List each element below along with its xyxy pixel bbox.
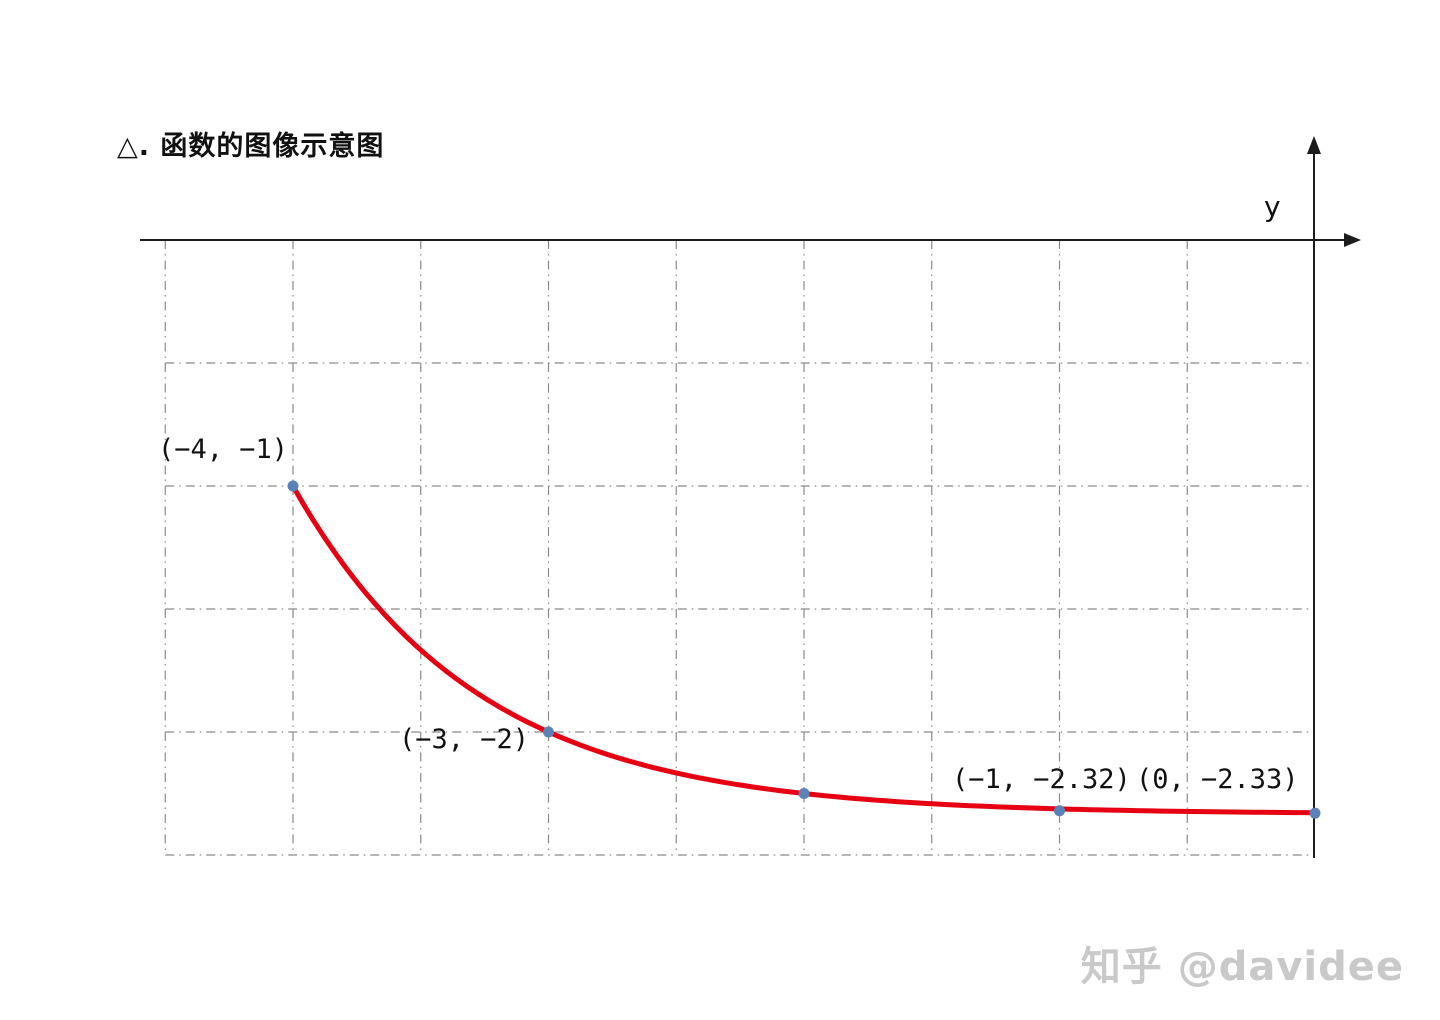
point-label-neg3-neg2: (−3, −2) <box>399 724 530 755</box>
data-point <box>287 480 299 492</box>
points-layer <box>287 480 1321 819</box>
y-axis-arrow-icon <box>1307 136 1321 154</box>
data-point <box>798 788 810 799</box>
watermark: 知乎 @davidee <box>1080 944 1404 990</box>
y-axis-label: y <box>1264 190 1281 223</box>
point-label-neg1-neg2-32: (−1, −2.32) <box>952 764 1131 795</box>
data-point <box>543 726 554 738</box>
page-title: △. 函数的图像示意图 <box>117 131 385 162</box>
data-point <box>1309 807 1321 819</box>
x-axis-arrow-icon <box>1344 233 1361 247</box>
point-label-neg4-neg1: (−4, −1) <box>158 434 289 465</box>
gridlines-layer <box>164 240 1315 856</box>
data-point <box>1054 805 1065 817</box>
point-label-0-neg2-33: (0, −2.33) <box>1136 764 1299 795</box>
